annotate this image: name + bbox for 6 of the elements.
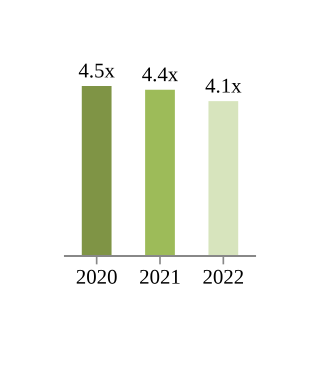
- data-label: 4.4x: [142, 67, 178, 82]
- x-tick-label: 2022: [203, 270, 244, 284]
- data-label: 4.1x: [206, 78, 242, 93]
- data-label: 4.5x: [78, 64, 115, 78]
- x-tick-label: 2020: [76, 270, 117, 284]
- x-tick-label: 2021: [140, 270, 180, 284]
